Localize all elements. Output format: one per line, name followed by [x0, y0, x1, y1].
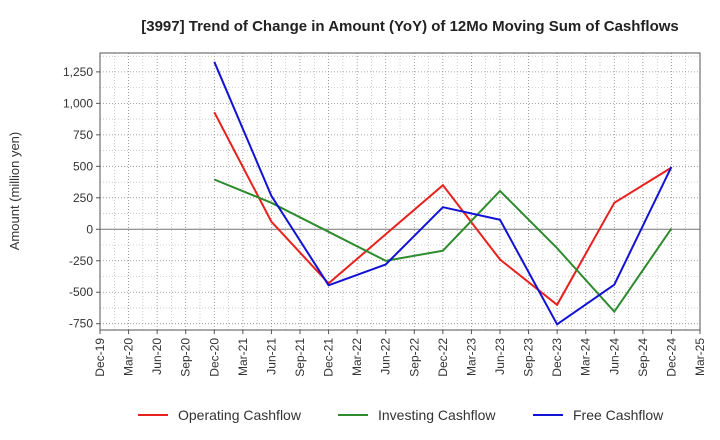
x-tick-label: Sep-21: [293, 338, 307, 377]
x-tick-label: Dec-22: [436, 338, 450, 377]
y-tick-label: 1,000: [63, 96, 93, 110]
series-line-free-cashflow: [213, 61, 673, 326]
y-tick-label: 250: [73, 191, 93, 205]
y-tick-label: 0: [86, 222, 93, 236]
y-tick-label: -750: [69, 317, 93, 331]
legend-label: Free Cashflow: [573, 407, 664, 423]
x-tick-label: Jun-23: [493, 338, 507, 375]
x-tick-label: Sep-23: [522, 338, 536, 377]
x-tick-label: Jun-21: [264, 338, 278, 375]
chart-title: [3997] Trend of Change in Amount (YoY) o…: [141, 18, 679, 35]
x-tick-label: Mar-21: [236, 338, 250, 376]
grid: [99, 53, 701, 330]
x-tick-label: Sep-22: [407, 338, 421, 377]
series-line-operating-cashflow: [213, 111, 672, 307]
y-tick-label: 750: [73, 128, 93, 142]
x-tick-label: Dec-23: [550, 338, 564, 377]
x-tick-label: Dec-21: [322, 338, 336, 377]
x-tick-label: Mar-23: [464, 338, 478, 376]
x-tick-label: Jun-24: [607, 338, 621, 375]
x-tick-label: Mar-24: [579, 338, 593, 376]
x-tick-label: Dec-24: [664, 338, 678, 377]
series-lines: [213, 61, 673, 326]
legend-label: Investing Cashflow: [378, 407, 496, 423]
x-tick-label: Mar-25: [693, 338, 707, 376]
y-tick-label: 1,250: [63, 65, 93, 79]
y-tick-label: -250: [69, 254, 93, 268]
x-tick-label: Sep-24: [636, 338, 650, 377]
x-tick-labels: Dec-19 Mar-20 Jun-20 Sep-20 Dec-20 Mar-21 Jun-…: [93, 330, 707, 377]
legend-label: Operating Cashflow: [178, 407, 302, 423]
y-axis-label: Amount (million yen): [7, 132, 22, 251]
y-tick-labels: 1,250 1,000 750 500 250 0 -250 -500 -750: [63, 65, 100, 331]
x-tick-label: Mar-20: [122, 338, 136, 376]
y-tick-label: 500: [73, 159, 93, 173]
legend: Operating Cashflow Investing Cashflow Free…: [138, 407, 664, 423]
x-tick-label: Mar-22: [350, 338, 364, 376]
x-tick-label: Jun-20: [150, 338, 164, 375]
y-tick-label: -500: [69, 285, 93, 299]
series-line-investing-cashflow: [213, 178, 673, 314]
x-tick-label: Sep-20: [179, 338, 193, 377]
x-tick-label: Dec-20: [207, 338, 221, 377]
x-tick-label: Dec-19: [93, 338, 107, 377]
x-tick-label: Jun-22: [379, 338, 393, 375]
plot-frame: [99, 52, 701, 331]
